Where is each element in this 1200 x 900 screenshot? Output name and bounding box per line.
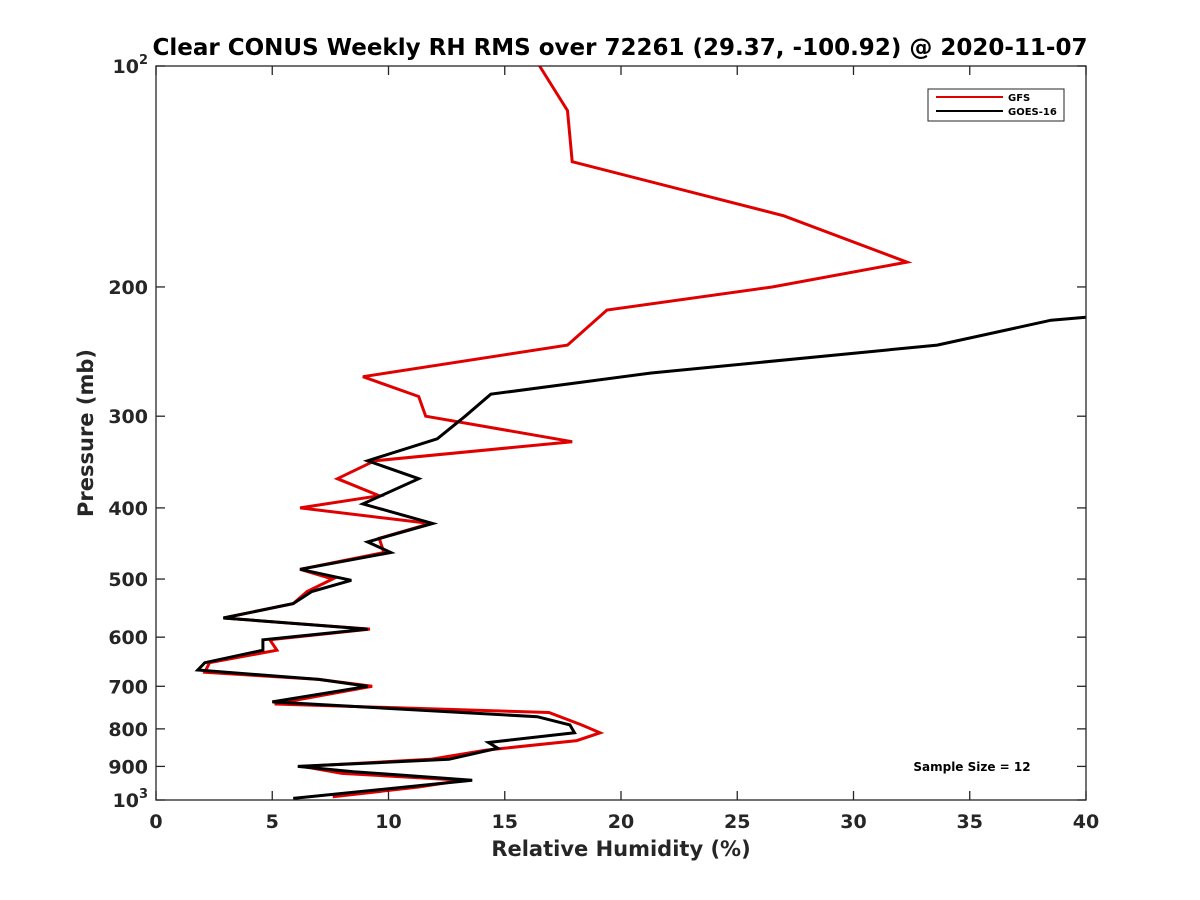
y-tick-label: 400 (108, 498, 148, 520)
ticks-layer: 0 5 10 15 20 25 30 35 40 102 200 300 400 500 600 700 800… (108, 53, 1099, 833)
x-axis-title: Relative Humidity (%) (491, 837, 750, 861)
legend-box (927, 88, 1065, 122)
series-layer (194, 65, 1087, 800)
x-tick-label: 40 (1073, 811, 1099, 833)
y-tick-label: 500 (108, 569, 148, 591)
sample-size-annotation: Sample Size = 12 (913, 760, 1030, 774)
legend: GFS GOES-16 (927, 88, 1065, 122)
y-tick-label: 900 (108, 756, 148, 778)
series-line-goes16 (194, 315, 1087, 800)
x-tick-label: 30 (840, 811, 866, 833)
y-tick-label: 700 (108, 676, 148, 698)
y-tick-label: 103 (113, 787, 149, 812)
y-tick-label: 600 (108, 627, 148, 649)
y-tick-label: 102 (113, 53, 149, 78)
x-tick-label: 25 (724, 811, 750, 833)
y-tick-label: 300 (108, 406, 148, 428)
legend-label-goes16: GOES-16 (1008, 107, 1057, 118)
x-tick-label: 10 (375, 811, 401, 833)
series-line-gfs (202, 65, 913, 799)
x-tick-label: 5 (266, 811, 279, 833)
x-tick-label: 15 (492, 811, 518, 833)
chart-title: Clear CONUS Weekly RH RMS over 72261 (29… (153, 35, 1088, 61)
x-tick-label: 35 (957, 811, 983, 833)
y-tick-label: 800 (108, 719, 148, 741)
legend-label-gfs: GFS (1008, 93, 1030, 104)
y-axis-title: Pressure (mb) (74, 349, 98, 517)
x-tick-label: 20 (608, 811, 634, 833)
y-tick-label: 200 (108, 277, 148, 299)
x-tick-label: 0 (149, 811, 162, 833)
